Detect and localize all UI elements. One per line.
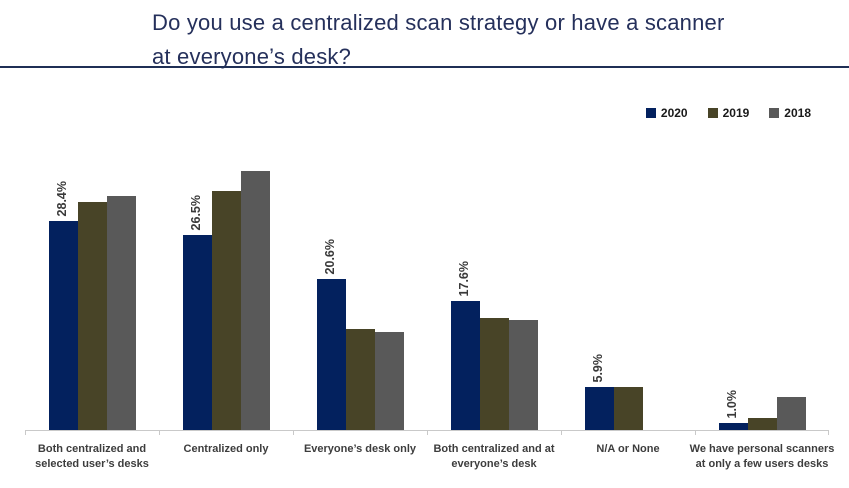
bar-cluster xyxy=(159,150,293,430)
page-title-line1: Do you use a centralized scan strategy o… xyxy=(152,10,725,35)
x-axis-tick xyxy=(427,431,428,435)
bar-2019 xyxy=(613,387,643,430)
legend-item-2018: 2018 xyxy=(769,106,811,120)
bar-2018 xyxy=(776,397,806,430)
bar-2018 xyxy=(374,332,404,430)
bar-cluster xyxy=(561,150,695,430)
legend-swatch-2020-icon xyxy=(645,108,656,118)
bar-group: 17.6% xyxy=(427,150,561,430)
bar-2019 xyxy=(345,329,375,430)
bar-2020 xyxy=(182,235,212,430)
bar-group: 26.5% xyxy=(159,150,293,430)
data-label-2020: 20.6% xyxy=(323,238,337,274)
bar-cluster xyxy=(695,150,829,430)
data-label-2020: 28.4% xyxy=(55,180,69,216)
bar-2019 xyxy=(747,418,777,430)
bar-group: 20.6% xyxy=(293,150,427,430)
bar-2018 xyxy=(106,196,136,430)
legend-item-2020: 2020 xyxy=(645,106,688,120)
x-axis-tick xyxy=(25,431,26,435)
bar-2018 xyxy=(508,320,538,430)
x-axis-line xyxy=(25,430,829,431)
bar-2020 xyxy=(48,221,78,430)
bar-cluster xyxy=(293,150,427,430)
data-label-2020: 17.6% xyxy=(457,260,471,296)
x-axis-tick xyxy=(561,431,562,435)
x-axis-tick xyxy=(695,431,696,435)
legend-swatch-2018-icon xyxy=(769,108,780,118)
bar-group: 28.4% xyxy=(25,150,159,430)
bar-chart: Both centralized and selected user’s des… xyxy=(25,150,834,470)
x-axis-tick xyxy=(293,431,294,435)
category-label: We have personal scanners at only a few … xyxy=(689,443,835,470)
bar-cluster xyxy=(25,150,159,430)
bar-2020 xyxy=(316,279,346,430)
legend-label-2019: 2019 xyxy=(722,106,750,120)
bar-2020 xyxy=(718,423,748,430)
legend-label-2020: 2020 xyxy=(660,106,688,120)
title-divider xyxy=(0,66,849,68)
bar-2018 xyxy=(240,171,270,430)
category-label: Centralized only xyxy=(183,443,269,455)
x-axis-tick xyxy=(828,431,829,435)
legend-item-2019: 2019 xyxy=(707,106,750,120)
bar-2019 xyxy=(77,202,107,430)
category-label: N/A or None xyxy=(596,443,660,455)
data-label-2020: 1.0% xyxy=(725,389,739,419)
page-title-line2: at everyone’s desk? xyxy=(152,44,352,69)
bar-group: 5.9% xyxy=(561,150,695,430)
bar-2020 xyxy=(584,387,614,430)
category-label: Both centralized and at everyone’s desk xyxy=(433,443,555,470)
category-label: Everyone’s desk only xyxy=(303,443,417,455)
bar-2019 xyxy=(479,318,509,430)
bar-2019 xyxy=(211,191,241,430)
data-label-2020: 5.9% xyxy=(591,353,605,383)
data-label-2020: 26.5% xyxy=(189,194,203,230)
page-title: Do you use a centralized scan strategy o… xyxy=(152,6,725,74)
chart-legend: 2020 2019 2018 xyxy=(645,106,811,120)
legend-label-2018: 2018 xyxy=(784,106,811,120)
bar-2020 xyxy=(450,301,480,430)
category-label: Both centralized and selected user’s des… xyxy=(35,443,149,470)
bar-cluster xyxy=(427,150,561,430)
legend-swatch-2019-icon xyxy=(707,108,718,118)
bar-group: 1.0% xyxy=(695,150,829,430)
x-axis-tick xyxy=(159,431,160,435)
